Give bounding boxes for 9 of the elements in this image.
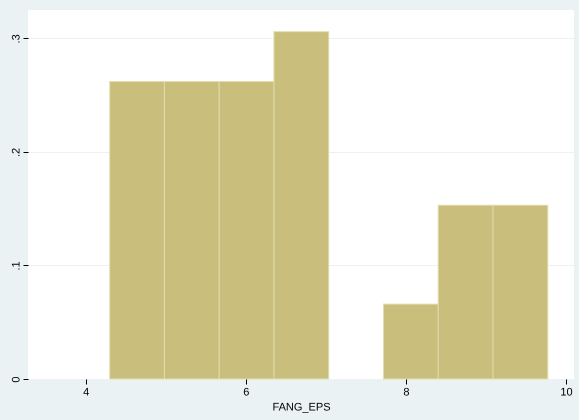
- x-axis-title: FANG_EPS: [272, 402, 331, 414]
- x-tick-label: 4: [83, 386, 90, 398]
- y-tick-label: 0: [10, 376, 22, 383]
- y-tick-label: .3: [10, 34, 22, 44]
- x-tick-label: 10: [560, 386, 573, 398]
- x-tick-label: 6: [243, 386, 250, 398]
- x-tick-label: 8: [403, 386, 410, 398]
- y-tick-label: .1: [10, 261, 22, 271]
- y-tick-label: .2: [10, 148, 22, 158]
